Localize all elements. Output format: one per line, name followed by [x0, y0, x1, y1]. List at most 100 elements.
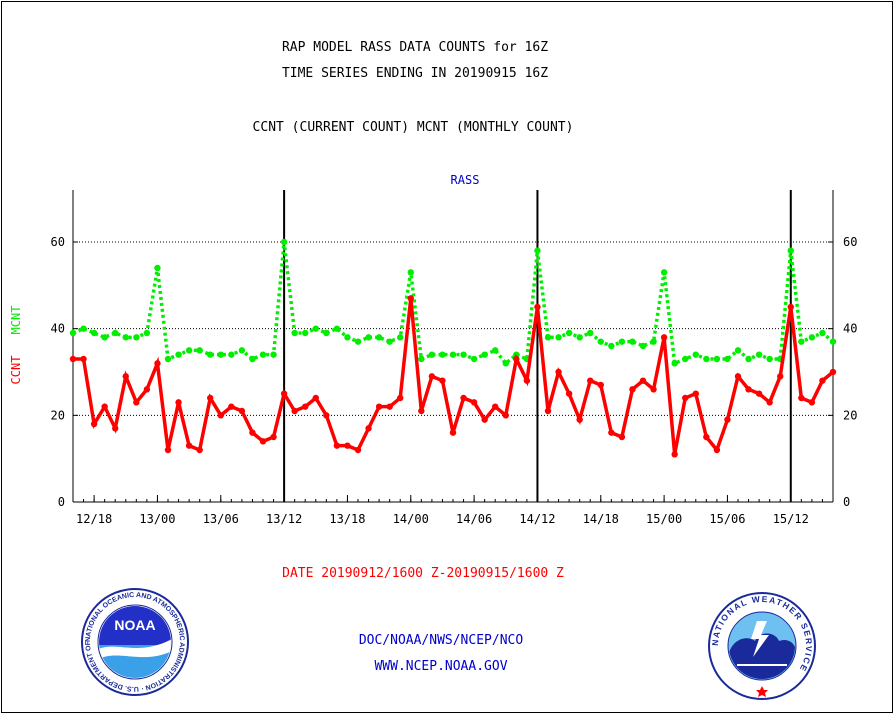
point-ccnt [513, 355, 520, 363]
point-ccnt [682, 394, 689, 402]
point-ccnt [755, 390, 763, 397]
point-ccnt [143, 386, 151, 393]
point-mcnt [90, 329, 98, 337]
point-mcnt [703, 355, 710, 363]
x-tick-label: 13/00 [139, 512, 175, 526]
point-ccnt [164, 446, 172, 454]
point-mcnt [207, 351, 214, 358]
point-ccnt [745, 386, 752, 393]
noaa-logo: NOAA NATIONAL OCEANIC AND ATMOSPHERIC AD… [80, 587, 189, 696]
point-mcnt [587, 329, 594, 337]
point-mcnt [154, 264, 161, 272]
point-mcnt [259, 351, 267, 358]
point-mcnt [365, 334, 372, 341]
point-ccnt [608, 429, 615, 436]
point-ccnt [576, 416, 583, 423]
point-ccnt [660, 334, 668, 341]
point-mcnt [386, 338, 393, 345]
point-ccnt [386, 403, 393, 410]
point-mcnt [323, 329, 330, 337]
x-tick-label: 13/06 [203, 512, 239, 526]
point-mcnt [217, 351, 224, 358]
point-ccnt [502, 412, 509, 419]
point-ccnt [354, 446, 362, 454]
x-tick-label: 14/12 [519, 512, 555, 526]
point-ccnt [302, 403, 309, 410]
point-ccnt [344, 442, 351, 449]
x-tick-label: 13/12 [266, 512, 302, 526]
point-mcnt [660, 269, 668, 276]
point-mcnt [270, 351, 277, 358]
point-mcnt [344, 334, 351, 341]
point-ccnt [650, 386, 657, 393]
point-ccnt [333, 442, 341, 449]
point-ccnt [90, 420, 98, 428]
point-ccnt [481, 416, 488, 423]
point-ccnt [798, 394, 805, 402]
point-mcnt [428, 351, 436, 358]
point-mcnt [502, 360, 509, 367]
point-mcnt [407, 269, 414, 276]
point-ccnt [787, 303, 794, 311]
point-mcnt [185, 347, 193, 354]
series-line-mcnt [72, 241, 835, 366]
y-tick-label-right: 0 [843, 495, 850, 509]
y-tick-label-left: 40 [51, 322, 65, 336]
point-mcnt [650, 338, 657, 345]
point-mcnt [734, 347, 742, 354]
point-ccnt [175, 399, 182, 406]
point-mcnt [629, 338, 636, 345]
point-mcnt [565, 329, 573, 337]
point-ccnt [703, 433, 710, 441]
point-ccnt [460, 394, 467, 402]
point-mcnt [80, 325, 87, 332]
point-mcnt [101, 334, 108, 341]
point-mcnt [608, 342, 615, 350]
point-ccnt [185, 442, 193, 449]
point-mcnt [302, 329, 309, 337]
point-mcnt [375, 334, 383, 341]
point-ccnt [629, 386, 636, 393]
point-mcnt [249, 355, 256, 363]
noaa-logo-text: NOAA [114, 617, 155, 633]
point-mcnt [333, 325, 341, 332]
point-ccnt [249, 429, 256, 436]
point-mcnt [481, 351, 488, 358]
point-ccnt [270, 433, 277, 441]
point-ccnt [112, 425, 119, 432]
point-ccnt [418, 407, 425, 415]
point-mcnt [745, 355, 752, 363]
point-mcnt [724, 355, 731, 363]
point-mcnt [228, 351, 235, 358]
point-ccnt [692, 390, 699, 397]
point-mcnt [819, 329, 826, 337]
point-ccnt [154, 360, 161, 367]
point-mcnt [597, 338, 604, 345]
chart-title-line2: TIME SERIES ENDING IN 20190915 16Z [281, 66, 549, 81]
point-mcnt [354, 338, 362, 345]
point-mcnt [470, 355, 478, 363]
point-mcnt [755, 351, 763, 358]
x-tick-label: 15/00 [646, 512, 682, 526]
point-ccnt [428, 373, 436, 380]
point-mcnt [618, 338, 626, 345]
point-mcnt [829, 338, 837, 345]
y-tick-label-left: 60 [51, 235, 65, 249]
point-mcnt [133, 334, 140, 341]
x-tick-label: 14/00 [393, 512, 429, 526]
point-ccnt [724, 416, 731, 423]
point-ccnt [766, 399, 773, 406]
nws-logo: NATIONAL WEATHER SERVICE [708, 592, 816, 700]
y-tick-label-right: 20 [843, 408, 857, 422]
point-mcnt [397, 334, 404, 341]
point-mcnt [766, 355, 773, 363]
point-mcnt [713, 355, 721, 363]
x-tick-label: 15/12 [773, 512, 809, 526]
point-ccnt [587, 377, 594, 384]
y-tick-label-right: 60 [843, 235, 857, 249]
point-mcnt [787, 247, 794, 254]
point-ccnt [280, 390, 288, 397]
point-ccnt [713, 446, 721, 454]
point-mcnt [682, 355, 689, 363]
